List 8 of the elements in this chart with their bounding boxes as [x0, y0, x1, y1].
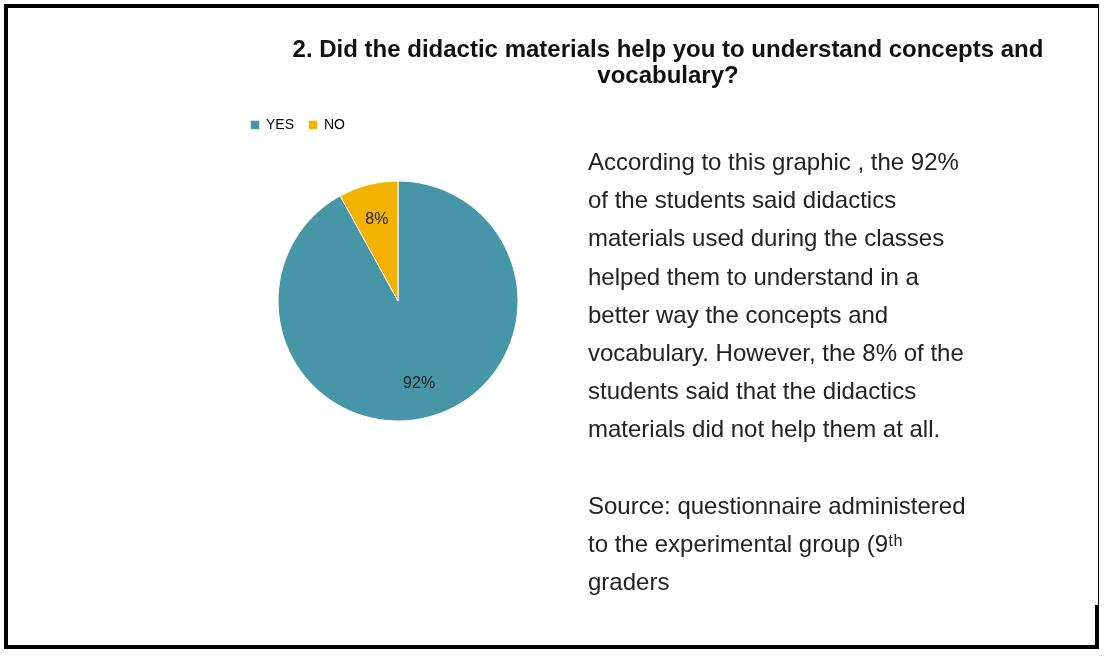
pie-slice [277, 180, 519, 422]
data-label: 92% [403, 374, 436, 392]
data-label: 8% [365, 209, 389, 227]
legend-label: YES [266, 116, 295, 132]
source-note: Source: questionnaire administered to the experimental group (9ᵗʰ graders [588, 491, 966, 595]
text: 2. Did the didactic materials help you to understand concepts and vocabulary? [292, 35, 1044, 88]
legend-label: NO [324, 116, 346, 132]
text: According to this graphic , the 92% of the students said didactics materials used during the classes helped them to understand in a better way the concepts and vocabulary. However, the 8% of the students said that the didactics materials did not help them at all. [588, 148, 964, 443]
